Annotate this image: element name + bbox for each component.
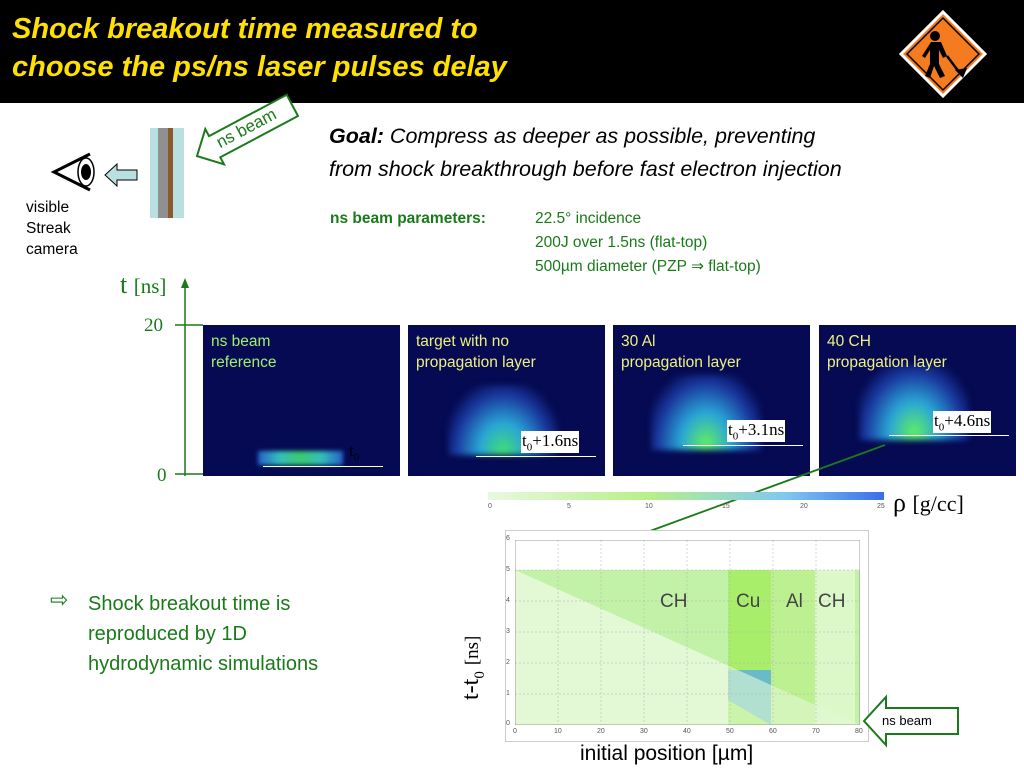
sim-y-ticks: 6 5 4 3 2 1 0 — [506, 535, 510, 727]
layer-label-al: Al — [786, 591, 803, 612]
sim-y-label: t-t0 [ns] — [458, 635, 488, 700]
sim-ns-beam-label: ns beam — [882, 713, 932, 728]
beam-parameters: ns beam parameters: — [330, 207, 486, 231]
panel-time: t0+1.6ns — [521, 431, 580, 454]
conclusion-arrow-icon: ⇨ — [50, 587, 69, 612]
streak-panel-ch-layer: 40 CH propagation layer t0+4.6ns — [819, 325, 1016, 476]
density-label: ρ [g/cc] — [893, 488, 964, 517]
title-line-2: choose the ps/ns laser pulses delay — [12, 51, 507, 83]
streak-panel-al-layer: 30 Al propagation layer t0+3.1ns — [613, 325, 810, 476]
colorbar-ticks: 0 5 10 15 20 25 — [488, 503, 885, 510]
density-colorbar — [488, 492, 884, 500]
emission-arrow-icon — [104, 162, 138, 188]
beam-params-values: 22.5° incidence 200J over 1.5ns (flat-to… — [535, 210, 761, 275]
sim-x-ticks: 0 10 20 30 40 50 60 70 80 — [513, 728, 863, 735]
panel-label: 40 CH propagation layer — [827, 333, 947, 371]
panel-label: ns beam reference — [211, 333, 277, 371]
eye-icon — [50, 152, 95, 192]
time-tick-0: 0 — [157, 465, 167, 486]
layer-label-cu: Cu — [736, 591, 761, 612]
panel-time: t0+4.6ns — [933, 411, 992, 434]
panel-label: target with no propagation layer — [416, 333, 536, 371]
simulation-plot — [515, 540, 860, 725]
implies-arrow-icon: ⇒ — [690, 258, 704, 275]
conclusion-text: Shock breakout time is reproduced by 1D … — [88, 593, 319, 675]
sim-ns-beam-arrow: ns beam — [862, 693, 962, 749]
time-tick-20: 20 — [144, 315, 163, 336]
ns-beam-arrow: ns beam — [184, 83, 305, 178]
layer-label-ch-2: CH — [818, 591, 846, 612]
time-axis — [175, 278, 203, 476]
target-layers — [150, 128, 184, 218]
construction-worker-sign-icon — [898, 9, 988, 99]
title-line-1: Shock breakout time measured to — [12, 13, 478, 45]
time-axis-label: t [ns] — [120, 270, 167, 299]
streak-panel-no-layer: target with no propagation layer t0+1.6n… — [408, 325, 605, 476]
panel-time: t0+3.1ns — [727, 420, 786, 443]
header-bar — [0, 0, 1024, 103]
panel-label: 30 Al propagation layer — [621, 333, 741, 371]
slide-title: Shock breakout time measured to choose t… — [12, 10, 507, 86]
goal-label: Goal: — [329, 124, 384, 148]
beam-params-label: ns beam parameters: — [330, 210, 486, 227]
goal-text: Goal: Compress as deeper as possible, pr… — [329, 124, 842, 181]
layer-label-ch-1: CH — [660, 591, 688, 612]
camera-label: visible Streak camera — [26, 199, 78, 258]
panel-time: t0 — [349, 441, 360, 464]
streak-panel-reference: ns beam reference t0 — [203, 325, 400, 476]
sim-x-label: initial position [µm] — [580, 742, 754, 765]
